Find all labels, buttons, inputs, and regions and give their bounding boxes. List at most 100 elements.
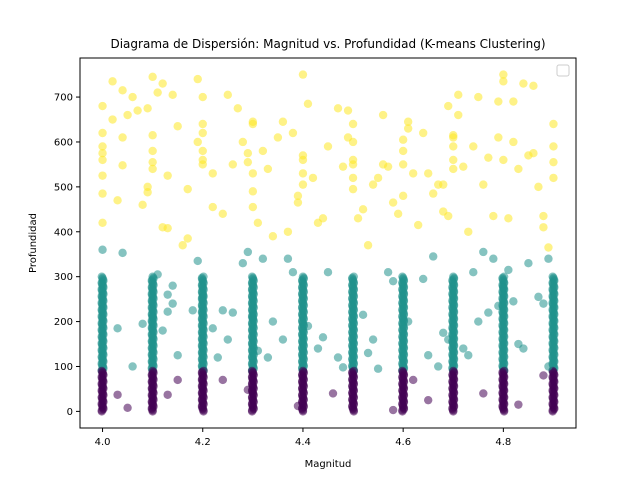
cluster-low-point xyxy=(328,389,338,398)
cluster-mid-point xyxy=(469,267,478,277)
cluster-low-point xyxy=(449,366,458,376)
cluster-high-point xyxy=(504,214,513,223)
cluster-high-point xyxy=(358,205,368,214)
cluster-high-point xyxy=(418,128,428,138)
cluster-high-point xyxy=(499,155,508,165)
cluster-mid-point xyxy=(278,335,288,344)
cluster-mid-point xyxy=(168,299,177,308)
cluster-high-point xyxy=(148,72,157,82)
plot-frame xyxy=(79,57,577,429)
cluster-mid-point xyxy=(213,353,222,362)
cluster-mid-point xyxy=(288,267,298,277)
y-tick-label: 0 xyxy=(67,407,73,418)
cluster-high-point xyxy=(429,189,438,198)
cluster-high-point xyxy=(393,209,403,219)
cluster-high-point xyxy=(479,180,488,189)
cluster-mid-point xyxy=(338,363,348,372)
cluster-mid-point xyxy=(118,248,127,258)
y-tick-label: 300 xyxy=(54,272,73,283)
cluster-high-point xyxy=(298,169,308,178)
cluster-high-point xyxy=(208,169,217,178)
cluster-mid-point xyxy=(163,290,172,299)
cluster-high-point xyxy=(398,191,408,201)
cluster-mid-point xyxy=(544,362,553,371)
cluster-high-point xyxy=(98,155,107,165)
cluster-high-point xyxy=(163,223,172,233)
cluster-high-point xyxy=(539,223,548,232)
cluster-high-point xyxy=(318,214,328,223)
cluster-mid-point xyxy=(418,274,428,284)
cluster-high-point xyxy=(449,142,458,151)
cluster-mid-point xyxy=(153,270,162,279)
cluster-mid-point xyxy=(474,317,483,326)
cluster-high-point xyxy=(348,119,358,129)
cluster-high-point xyxy=(499,77,508,86)
cluster-high-point xyxy=(123,110,132,120)
cluster-high-point xyxy=(198,119,207,129)
cluster-high-point xyxy=(388,198,398,207)
cluster-high-point xyxy=(98,101,107,111)
cluster-high-point xyxy=(469,142,478,151)
cluster-mid-point xyxy=(479,247,488,257)
cluster-high-point xyxy=(168,90,177,100)
points-layer xyxy=(97,70,559,416)
cluster-high-point xyxy=(193,137,202,147)
cluster-high-point xyxy=(183,234,192,243)
cluster-high-point xyxy=(148,157,157,167)
cluster-mid-point xyxy=(223,335,232,344)
cluster-high-point xyxy=(138,200,147,210)
cluster-high-point xyxy=(398,146,408,156)
cluster-mid-point xyxy=(509,297,518,306)
cluster-high-point xyxy=(293,198,303,207)
y-tick-label: 700 xyxy=(54,93,73,104)
cluster-high-point xyxy=(248,169,258,178)
cluster-high-point xyxy=(489,211,498,221)
cluster-mid-point xyxy=(243,247,253,257)
cluster-high-point xyxy=(454,90,463,100)
cluster-high-point xyxy=(113,196,122,205)
cluster-high-point xyxy=(278,117,288,126)
cluster-mid-point xyxy=(439,328,448,338)
cluster-low-point xyxy=(349,366,358,376)
x-tick-label: 4.0 xyxy=(95,437,111,448)
cluster-mid-point xyxy=(524,259,533,268)
cluster-mid-point xyxy=(434,362,443,371)
cluster-high-point xyxy=(539,211,548,221)
cluster-mid-point xyxy=(318,333,328,342)
cluster-mid-point xyxy=(313,344,323,353)
cluster-mid-point xyxy=(424,351,433,360)
cluster-mid-point xyxy=(218,306,227,315)
cluster-high-point xyxy=(133,106,142,115)
cluster-high-point xyxy=(268,232,278,241)
cluster-mid-point xyxy=(383,267,393,277)
cluster-high-point xyxy=(499,70,508,79)
cluster-mid-point xyxy=(494,301,503,311)
cluster-high-point xyxy=(273,133,283,142)
cluster-low-point xyxy=(293,401,303,411)
cluster-low-point xyxy=(499,366,509,376)
cluster-high-point xyxy=(519,79,528,88)
cluster-mid-point xyxy=(247,272,257,281)
cluster-high-point xyxy=(233,104,243,113)
cluster-high-point xyxy=(529,81,538,91)
cluster-high-point xyxy=(549,173,558,183)
cluster-high-point xyxy=(173,122,182,131)
cluster-high-point xyxy=(98,148,107,158)
cluster-mid-point xyxy=(544,254,553,263)
cluster-high-point xyxy=(323,142,333,151)
cluster-mid-point xyxy=(363,348,373,358)
cluster-high-point xyxy=(143,104,152,113)
cluster-high-point xyxy=(243,148,253,158)
cluster-high-point xyxy=(408,169,418,178)
cluster-mid-point xyxy=(373,364,383,373)
cluster-mid-point xyxy=(128,362,137,371)
cluster-high-point xyxy=(413,220,423,230)
cluster-high-point xyxy=(494,97,503,106)
cluster-high-point xyxy=(98,189,107,198)
cluster-mid-point xyxy=(228,308,238,317)
cluster-high-point xyxy=(549,142,558,151)
cluster-high-point xyxy=(218,209,227,219)
cluster-mid-point xyxy=(263,353,273,362)
cluster-mid-point xyxy=(188,306,197,315)
cluster-mid-point xyxy=(253,346,263,355)
